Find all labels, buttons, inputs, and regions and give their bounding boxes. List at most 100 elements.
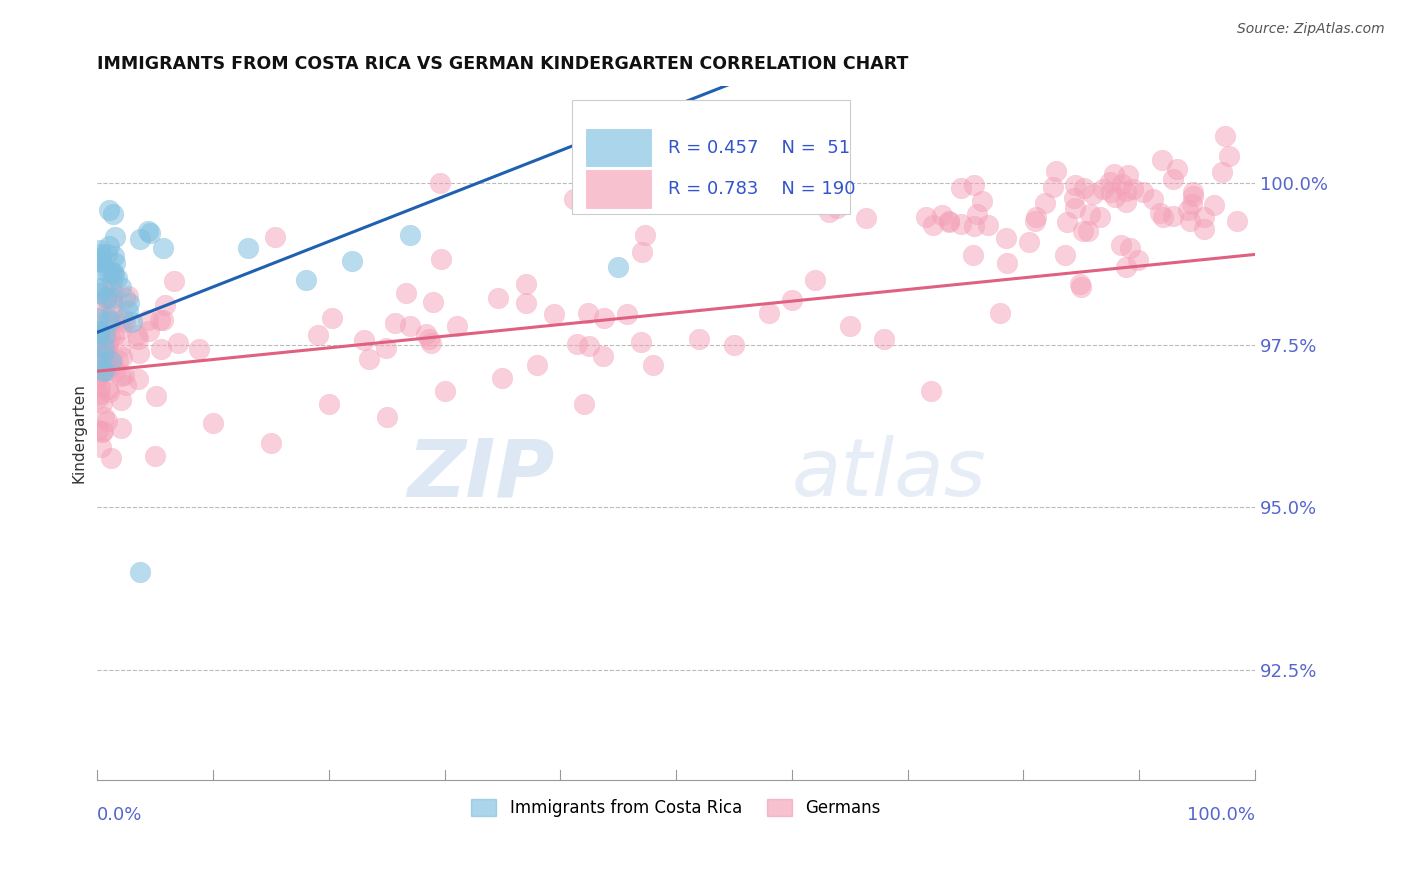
Point — [89, 261, 111, 276]
Point — [86, 324, 108, 338]
Point — [97, 382, 120, 396]
Point — [100, 353, 122, 368]
Point — [949, 217, 972, 231]
Point — [143, 449, 166, 463]
Point — [949, 181, 972, 195]
Point — [966, 207, 988, 221]
Point — [136, 224, 159, 238]
Point — [1090, 210, 1112, 224]
Point — [1053, 248, 1076, 262]
Point — [96, 247, 118, 261]
Point — [938, 215, 960, 229]
Point — [641, 358, 664, 372]
Text: 100.0%: 100.0% — [1187, 805, 1256, 823]
Point — [91, 362, 114, 376]
Point — [91, 281, 114, 295]
Text: R = 0.457    N =  51: R = 0.457 N = 51 — [668, 138, 851, 157]
Point — [89, 324, 111, 338]
Point — [110, 368, 132, 383]
Point — [1149, 206, 1171, 220]
Point — [1099, 185, 1122, 199]
Point — [633, 227, 655, 242]
Point — [94, 336, 117, 351]
Point — [138, 324, 160, 338]
Point — [97, 202, 120, 217]
Point — [121, 315, 143, 329]
Point — [970, 194, 993, 208]
Point — [91, 425, 114, 439]
Point — [145, 388, 167, 402]
Point — [87, 371, 110, 385]
Point — [1071, 224, 1094, 238]
Point — [86, 325, 108, 339]
Point — [93, 364, 115, 378]
Point — [1064, 178, 1087, 193]
Point — [1024, 214, 1046, 228]
Point — [825, 201, 848, 215]
Point — [111, 350, 134, 364]
Point — [1118, 168, 1140, 182]
Point — [1202, 198, 1225, 212]
Point — [1218, 148, 1240, 162]
Point — [89, 247, 111, 261]
Point — [780, 293, 803, 307]
Point — [1063, 191, 1085, 205]
Point — [98, 314, 121, 328]
Point — [100, 451, 122, 466]
Text: 0.0%: 0.0% — [97, 805, 143, 823]
Text: Source: ZipAtlas.com: Source: ZipAtlas.com — [1237, 22, 1385, 37]
Point — [98, 330, 121, 344]
Point — [399, 319, 422, 334]
FancyBboxPatch shape — [586, 170, 651, 208]
Point — [91, 396, 114, 410]
Point — [963, 178, 986, 192]
Point — [491, 370, 513, 384]
Point — [96, 291, 118, 305]
Point — [93, 340, 115, 354]
Point — [87, 310, 110, 325]
Point — [89, 387, 111, 401]
Point — [1035, 196, 1057, 211]
Point — [264, 230, 287, 244]
Point — [486, 291, 509, 305]
Point — [1166, 161, 1188, 176]
Point — [100, 265, 122, 279]
Point — [1122, 182, 1144, 196]
Point — [117, 303, 139, 318]
Point — [89, 367, 111, 381]
Point — [86, 281, 108, 295]
Point — [1115, 185, 1137, 199]
Point — [1070, 280, 1092, 294]
Point — [420, 336, 443, 351]
Point — [1069, 277, 1091, 292]
Point — [562, 192, 585, 206]
Point — [90, 253, 112, 268]
Point — [108, 340, 131, 354]
Point — [962, 248, 984, 262]
Point — [838, 318, 860, 333]
Point — [87, 339, 110, 353]
Point — [104, 256, 127, 270]
Point — [98, 385, 121, 400]
Point — [1077, 224, 1099, 238]
Point — [1161, 171, 1184, 186]
Point — [592, 349, 614, 363]
Point — [87, 254, 110, 268]
Point — [572, 396, 595, 410]
Point — [1213, 129, 1236, 144]
Text: atlas: atlas — [792, 435, 987, 514]
Point — [422, 294, 444, 309]
Point — [86, 251, 108, 265]
Point — [1194, 222, 1216, 236]
Point — [607, 260, 630, 275]
Point — [1115, 260, 1137, 274]
Point — [89, 337, 111, 351]
Point — [117, 295, 139, 310]
Point — [114, 315, 136, 329]
Point — [87, 352, 110, 367]
Point — [87, 423, 110, 437]
Point — [592, 311, 614, 326]
Text: R = 0.783    N = 190: R = 0.783 N = 190 — [668, 180, 855, 198]
Point — [1192, 210, 1215, 224]
Point — [321, 311, 343, 326]
